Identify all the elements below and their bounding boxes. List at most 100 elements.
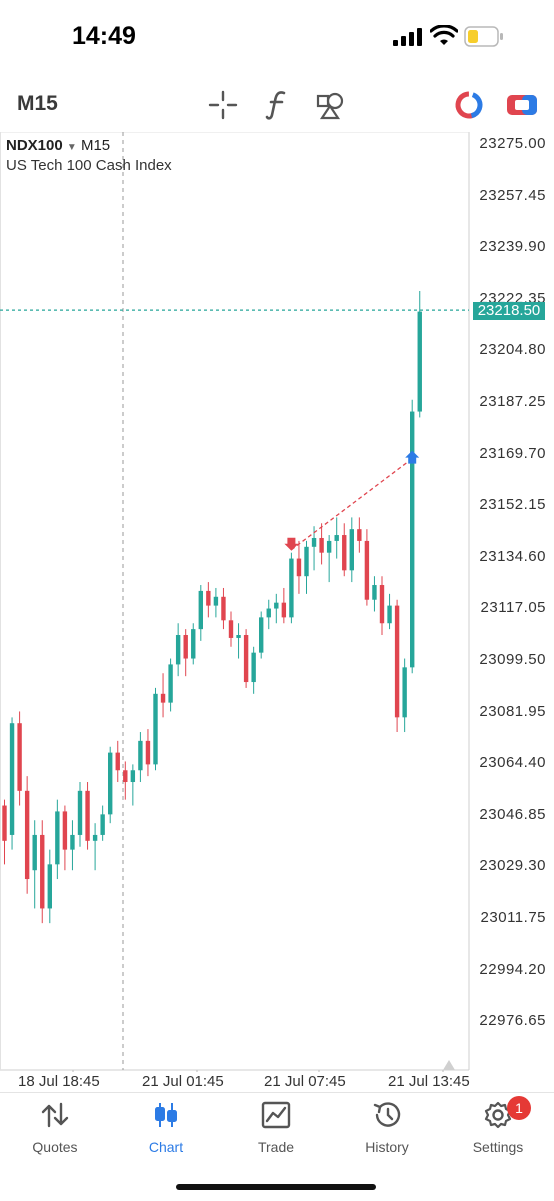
trade-toggle-icon[interactable]	[506, 92, 538, 118]
candle-body	[334, 535, 339, 541]
home-indicator	[176, 1184, 376, 1190]
candle-body	[402, 667, 407, 718]
candle-body	[191, 629, 196, 659]
price-axis-label: 23187.25	[479, 393, 546, 410]
candle-body	[410, 411, 415, 668]
candle-body	[55, 811, 60, 865]
candle-body	[228, 620, 234, 638]
time-axis-label: 21 Jul 13:45	[388, 1073, 470, 1090]
candle-body	[70, 834, 75, 850]
candle-body	[304, 546, 309, 577]
battery-icon	[464, 26, 503, 47]
objects-icon[interactable]	[316, 90, 346, 120]
quotes-arrows-icon	[41, 1102, 69, 1128]
instrument-description: US Tech 100 Cash Index	[6, 157, 172, 174]
wifi-icon	[430, 25, 458, 45]
price-axis-label: 23117.05	[480, 599, 546, 617]
buy-arrow-icon	[405, 450, 420, 464]
price-axis-label: 23152.15	[479, 496, 546, 514]
time-axis-label: 18 Jul 18:45	[18, 1073, 100, 1090]
candle-body	[9, 723, 15, 835]
candle-body	[251, 652, 256, 683]
candle-body	[342, 535, 347, 571]
indicators-icon[interactable]	[264, 89, 290, 121]
status-bar: 14:49	[0, 0, 554, 75]
price-axis-label: 23081.95	[479, 702, 546, 720]
tab-settings[interactable]: Settings	[448, 1100, 548, 1155]
trade-chart-icon	[261, 1101, 291, 1129]
candle-body	[311, 537, 317, 547]
candle-body	[198, 590, 203, 630]
candle-body	[160, 693, 166, 703]
price-axis-label: 23099.50	[479, 651, 546, 668]
candle-body	[281, 602, 287, 618]
candle-body	[243, 635, 249, 683]
candle-body	[32, 834, 37, 871]
price-chart[interactable]	[0, 131, 554, 1076]
candle-body	[2, 805, 7, 841]
candle-body	[40, 834, 45, 909]
tab-trade[interactable]: Trade	[226, 1100, 326, 1155]
tab-chart[interactable]: Chart	[116, 1100, 216, 1155]
dropdown-arrow-icon: ▼	[66, 142, 77, 153]
candle-body	[85, 790, 90, 841]
candlestick-chart[interactable]	[0, 131, 554, 1076]
candle-body	[259, 617, 264, 653]
tab-chart-label: Chart	[148, 1139, 184, 1155]
candle-body	[138, 740, 143, 771]
candle-body	[417, 311, 422, 412]
trade-dashed-line	[291, 458, 413, 551]
candle-body	[17, 723, 22, 791]
candle-body	[326, 540, 332, 553]
time-axis-label: 21 Jul 01:45	[142, 1073, 224, 1090]
history-clock-icon	[373, 1102, 401, 1127]
candle-body	[168, 664, 173, 703]
candle-body	[153, 693, 158, 765]
candle-body	[387, 605, 392, 624]
tab-quotes-label: Quotes	[32, 1139, 78, 1155]
price-axis-label: 22976.65	[479, 1012, 546, 1030]
candle-body	[100, 814, 105, 835]
candle-body	[62, 811, 68, 850]
candle-body	[115, 752, 120, 771]
price-axis-label: 23029.30	[479, 857, 546, 875]
candle-body	[24, 790, 30, 880]
tab-quotes[interactable]: Quotes	[5, 1100, 105, 1155]
timeframe-button[interactable]: M15	[17, 92, 58, 115]
candle-body	[274, 602, 279, 609]
candle-body	[349, 529, 354, 571]
price-axis-label: 23204.80	[479, 341, 546, 359]
one-click-trading-icon[interactable]	[454, 90, 484, 120]
candle-body	[221, 596, 226, 621]
instrument-header[interactable]: NDX100 ▼ M15	[6, 137, 110, 154]
candle-body	[213, 596, 219, 606]
candle-body	[372, 585, 377, 600]
price-axis-label: 23169.70	[479, 444, 546, 462]
candle-body	[364, 540, 370, 600]
price-axis-label: 22994.20	[479, 960, 546, 978]
candle-body	[394, 605, 400, 718]
settings-notification-badge: 1	[507, 1096, 531, 1120]
scroll-end-icon	[443, 1060, 455, 1070]
price-axis-label: 23064.40	[479, 754, 546, 772]
tab-history[interactable]: History	[337, 1100, 437, 1155]
candle-body	[236, 635, 241, 638]
candle-body	[319, 537, 324, 553]
chart-timeframe-label: M15	[80, 137, 111, 154]
candle-body	[77, 790, 83, 835]
candle-body	[175, 635, 181, 665]
price-axis-label: 23134.60	[479, 547, 546, 565]
crosshair-icon[interactable]	[208, 90, 238, 120]
candle-body	[123, 770, 128, 783]
candle-body	[266, 608, 271, 618]
price-axis-label: 23046.85	[479, 805, 546, 823]
time-axis-label: 21 Jul 07:45	[264, 1073, 346, 1090]
bottom-tab-bar	[0, 1092, 554, 1201]
candle-body	[296, 558, 302, 577]
candle-body	[379, 585, 385, 624]
candle-body	[47, 864, 52, 909]
candle-body	[357, 529, 362, 541]
price-axis-label: 23011.75	[480, 909, 546, 926]
candles-icon	[155, 1103, 177, 1127]
price-axis-label: 23239.90	[479, 238, 546, 256]
